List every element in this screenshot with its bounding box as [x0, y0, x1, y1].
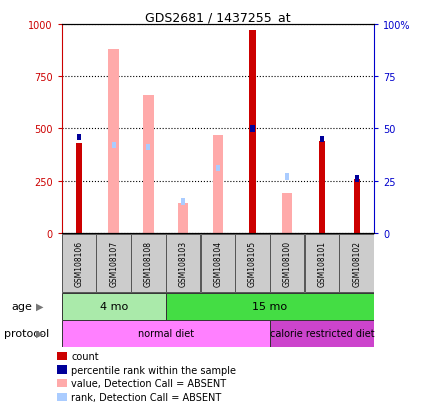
- Bar: [181, 199, 185, 205]
- Bar: [270, 235, 304, 293]
- Bar: [62, 235, 96, 293]
- Text: GSM108101: GSM108101: [317, 240, 326, 286]
- Text: count: count: [71, 351, 99, 361]
- Bar: [178, 203, 188, 233]
- Text: normal diet: normal diet: [138, 328, 194, 339]
- Bar: [109, 50, 119, 233]
- Bar: [235, 235, 270, 293]
- Bar: [250, 126, 255, 132]
- Bar: [143, 96, 154, 233]
- Text: calorie restricted diet: calorie restricted diet: [270, 328, 374, 339]
- Bar: [62, 320, 270, 347]
- Text: 15 mo: 15 mo: [252, 301, 287, 312]
- Bar: [319, 142, 325, 233]
- Title: GDS2681 / 1437255_at: GDS2681 / 1437255_at: [145, 11, 290, 24]
- Bar: [146, 145, 150, 151]
- Bar: [270, 320, 374, 347]
- Text: rank, Detection Call = ABSENT: rank, Detection Call = ABSENT: [71, 392, 221, 402]
- Bar: [201, 235, 235, 293]
- Text: GSM108105: GSM108105: [248, 240, 257, 286]
- Bar: [76, 144, 82, 233]
- Bar: [77, 134, 81, 140]
- Bar: [166, 293, 374, 320]
- Text: value, Detection Call = ABSENT: value, Detection Call = ABSENT: [71, 378, 227, 388]
- Bar: [249, 31, 256, 233]
- Bar: [213, 135, 223, 233]
- Bar: [62, 293, 166, 320]
- Text: 4 mo: 4 mo: [99, 301, 128, 312]
- Text: protocol: protocol: [4, 328, 50, 338]
- Text: GSM108106: GSM108106: [74, 240, 84, 286]
- Text: GSM108100: GSM108100: [283, 240, 292, 286]
- Bar: [355, 176, 359, 182]
- Bar: [131, 235, 165, 293]
- Text: GSM108108: GSM108108: [144, 240, 153, 286]
- Text: age: age: [11, 301, 32, 311]
- Text: GSM108104: GSM108104: [213, 240, 222, 286]
- Text: GSM108102: GSM108102: [352, 240, 361, 286]
- Bar: [340, 235, 374, 293]
- Bar: [216, 166, 220, 172]
- Bar: [96, 235, 131, 293]
- Bar: [285, 174, 290, 180]
- Bar: [353, 179, 360, 233]
- Bar: [320, 136, 324, 142]
- Text: GSM108107: GSM108107: [109, 240, 118, 286]
- Bar: [166, 235, 200, 293]
- Text: percentile rank within the sample: percentile rank within the sample: [71, 365, 236, 375]
- Text: GSM108103: GSM108103: [179, 240, 187, 286]
- Text: ▶: ▶: [36, 328, 44, 338]
- Bar: [282, 194, 293, 233]
- Bar: [305, 235, 339, 293]
- Bar: [112, 142, 116, 149]
- Text: ▶: ▶: [36, 301, 44, 311]
